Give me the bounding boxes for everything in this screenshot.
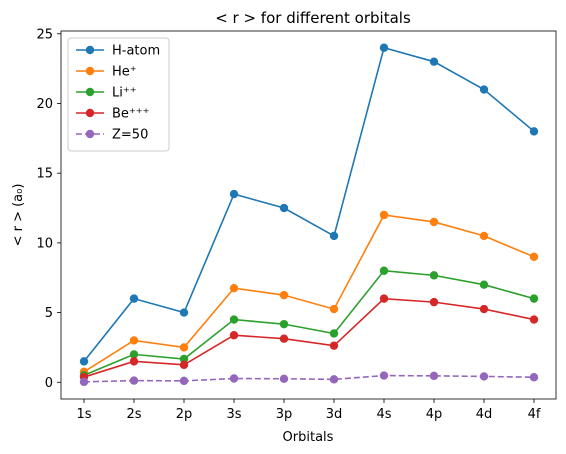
data-point [429, 371, 439, 381]
data-point [429, 271, 439, 280]
legend-marker [85, 129, 95, 139]
data-point [179, 308, 189, 317]
data-point [329, 231, 339, 241]
data-point [229, 315, 239, 324]
data-point [129, 350, 139, 359]
data-point [429, 297, 439, 307]
data-point [129, 336, 139, 345]
x-tick-label: 3s [226, 407, 241, 422]
data-point [479, 372, 489, 381]
series-layer [79, 43, 539, 387]
series-line [83, 374, 535, 383]
data-point [429, 57, 439, 66]
data-point [279, 374, 289, 383]
series-line [83, 269, 535, 377]
x-tick-label: 4s [376, 407, 391, 422]
data-point [279, 203, 289, 213]
data-point [279, 290, 289, 300]
y-axis-title: < r > (a₀) [11, 184, 26, 247]
data-point [379, 43, 389, 52]
axes: 1s 2s 2p 3s 3p 3d 4s 4p 4d 4f 0 5 10 15 20 25 [36, 27, 557, 422]
x-tick-label: 4p [426, 407, 443, 422]
data-point [179, 376, 189, 386]
x-axis-title: Orbitals [283, 430, 334, 445]
y-tick-label: 25 [36, 27, 53, 42]
x-tick-label: 4f [528, 407, 541, 422]
data-point [379, 294, 389, 303]
legend-item: Z=50 [76, 128, 148, 143]
x-tick-label: 2p [176, 407, 193, 422]
data-point [379, 210, 389, 220]
data-point [529, 315, 539, 324]
legend-label: H-atom [112, 44, 160, 59]
y-tick-label: 0 [45, 376, 53, 391]
legend-marker [85, 45, 95, 55]
legend-label: Be⁺⁺⁺ [112, 107, 150, 122]
x-tick-label: 2s [126, 407, 141, 422]
x-tick-label: 4d [476, 407, 493, 422]
legend-label: Li⁺⁺ [112, 86, 137, 101]
legend-label: Z=50 [112, 128, 148, 143]
data-point [279, 334, 289, 343]
x-tick-label: 1s [76, 407, 91, 422]
legend-marker [85, 108, 95, 118]
data-point [129, 357, 139, 366]
y-tick-label: 15 [36, 167, 53, 182]
x-tick-label: 3d [326, 407, 343, 422]
series-4 [79, 371, 539, 387]
legend-item: H-atom [76, 44, 160, 59]
legend-item: He⁺ [76, 65, 137, 80]
data-point [129, 376, 139, 385]
data-point [229, 189, 239, 199]
data-point [329, 375, 339, 384]
data-point [479, 280, 489, 289]
series-line [83, 297, 535, 378]
legend-label: He⁺ [112, 65, 137, 80]
series-line [83, 214, 535, 373]
series-2 [79, 266, 539, 380]
chart-title: < r > for different orbitals [215, 9, 411, 27]
data-point [379, 266, 389, 275]
series-0 [79, 43, 539, 366]
data-point [79, 357, 89, 366]
data-point [179, 343, 189, 352]
data-point [479, 231, 489, 241]
data-point [279, 319, 289, 329]
data-point [479, 85, 489, 94]
data-point [79, 377, 89, 387]
legend-box [67, 37, 170, 152]
data-point [379, 371, 389, 380]
data-point [529, 127, 539, 136]
data-point [179, 354, 189, 364]
legend-marker [85, 87, 95, 97]
data-point [529, 294, 539, 303]
y-tick-label: 20 [36, 97, 53, 112]
series-3 [79, 294, 539, 382]
legend-item: Li⁺⁺ [76, 86, 137, 101]
data-point [229, 283, 239, 293]
data-point [179, 360, 189, 370]
legend: H-atom He⁺ Li⁺⁺ Be⁺⁺⁺ Z=50 [67, 37, 170, 152]
series-line [83, 46, 535, 362]
y-tick-label: 10 [36, 236, 53, 251]
series-1 [79, 210, 539, 377]
data-point [329, 341, 339, 350]
y-tick-label: 5 [45, 306, 53, 321]
plot-frame [60, 30, 557, 400]
data-point [229, 374, 239, 383]
legend-marker [85, 66, 95, 76]
data-point [429, 217, 439, 227]
data-point [529, 373, 539, 382]
data-point [329, 329, 339, 338]
data-point [129, 294, 139, 303]
data-point [329, 304, 339, 314]
data-point [479, 304, 489, 314]
x-tick-label: 3p [276, 407, 293, 422]
data-point [529, 252, 539, 262]
data-point [229, 331, 239, 340]
legend-item: Be⁺⁺⁺ [76, 107, 150, 122]
